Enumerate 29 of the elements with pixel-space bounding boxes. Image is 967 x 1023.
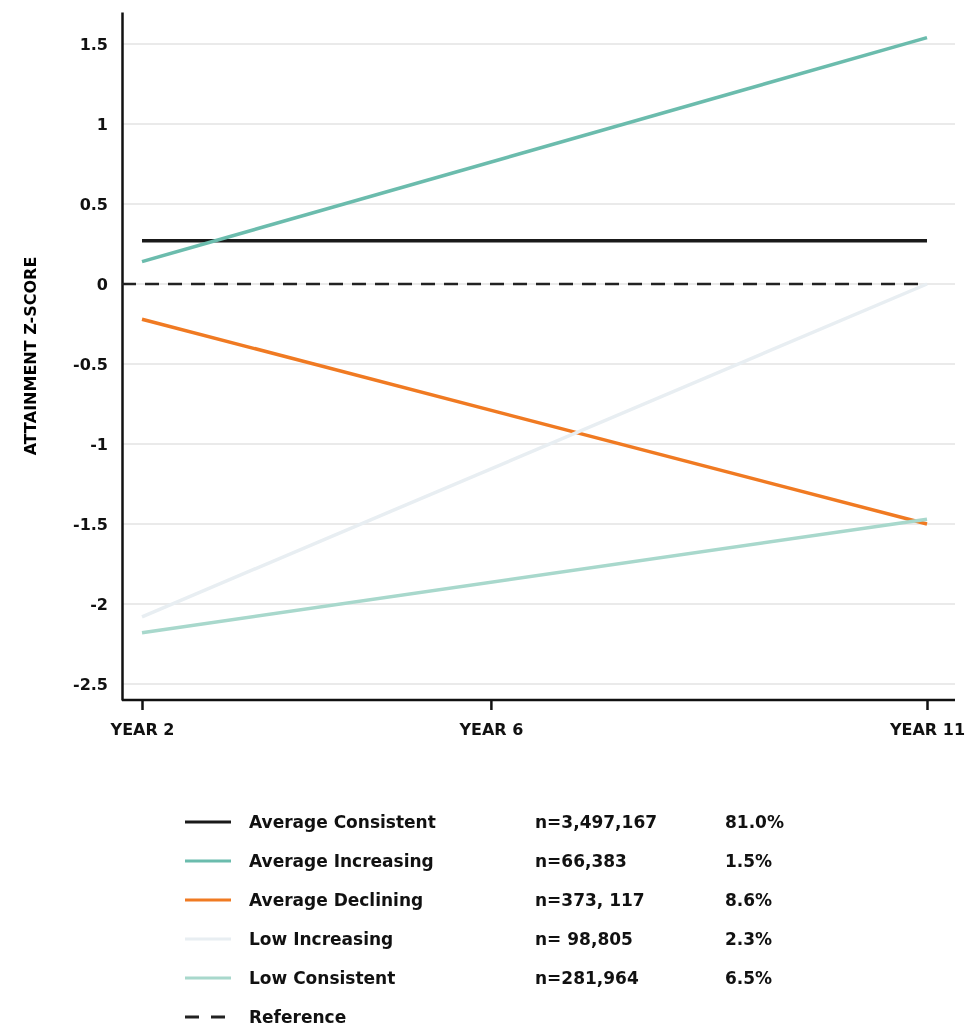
text: 2.3%: [725, 929, 773, 949]
legend-label: Average Consistent: [249, 812, 436, 832]
text: n=281,964: [535, 968, 639, 988]
y-tick-label: -1.5: [73, 514, 108, 534]
text: n=3,497,167: [535, 812, 658, 832]
text: n= 98,805: [535, 929, 633, 949]
text: 8.6%: [725, 890, 773, 910]
legend-label: Low Increasing: [249, 929, 394, 949]
y-tick-label: 0.5: [79, 194, 108, 214]
x-tick-label: YEAR 2: [109, 720, 175, 740]
y-tick-label: 0: [96, 274, 108, 294]
legend-label: Low Consistent: [249, 968, 396, 988]
y-tick-label: -2.5: [73, 674, 108, 694]
y-tick-label: -1: [90, 434, 108, 454]
legend-label: Reference: [249, 1007, 347, 1023]
legend-label: Average Declining: [249, 890, 424, 910]
text: 81.0%: [725, 812, 784, 832]
y-tick-label: -0.5: [73, 354, 108, 374]
legend-label: Average Increasing: [249, 851, 434, 871]
text: 6.5%: [725, 968, 773, 988]
y-tick-label: -2: [90, 594, 108, 614]
text: n=66,383: [535, 851, 627, 871]
y-tick-label: 1: [96, 114, 108, 134]
y-axis-title: ATTAINMENT Z-SCORE: [21, 256, 40, 456]
x-tick-label: YEAR 6: [458, 720, 524, 740]
x-tick-label: YEAR 11: [888, 720, 966, 740]
text: 1.5%: [725, 851, 773, 871]
text: n=373, 117: [535, 890, 645, 910]
y-tick-label: 1.5: [79, 34, 108, 54]
